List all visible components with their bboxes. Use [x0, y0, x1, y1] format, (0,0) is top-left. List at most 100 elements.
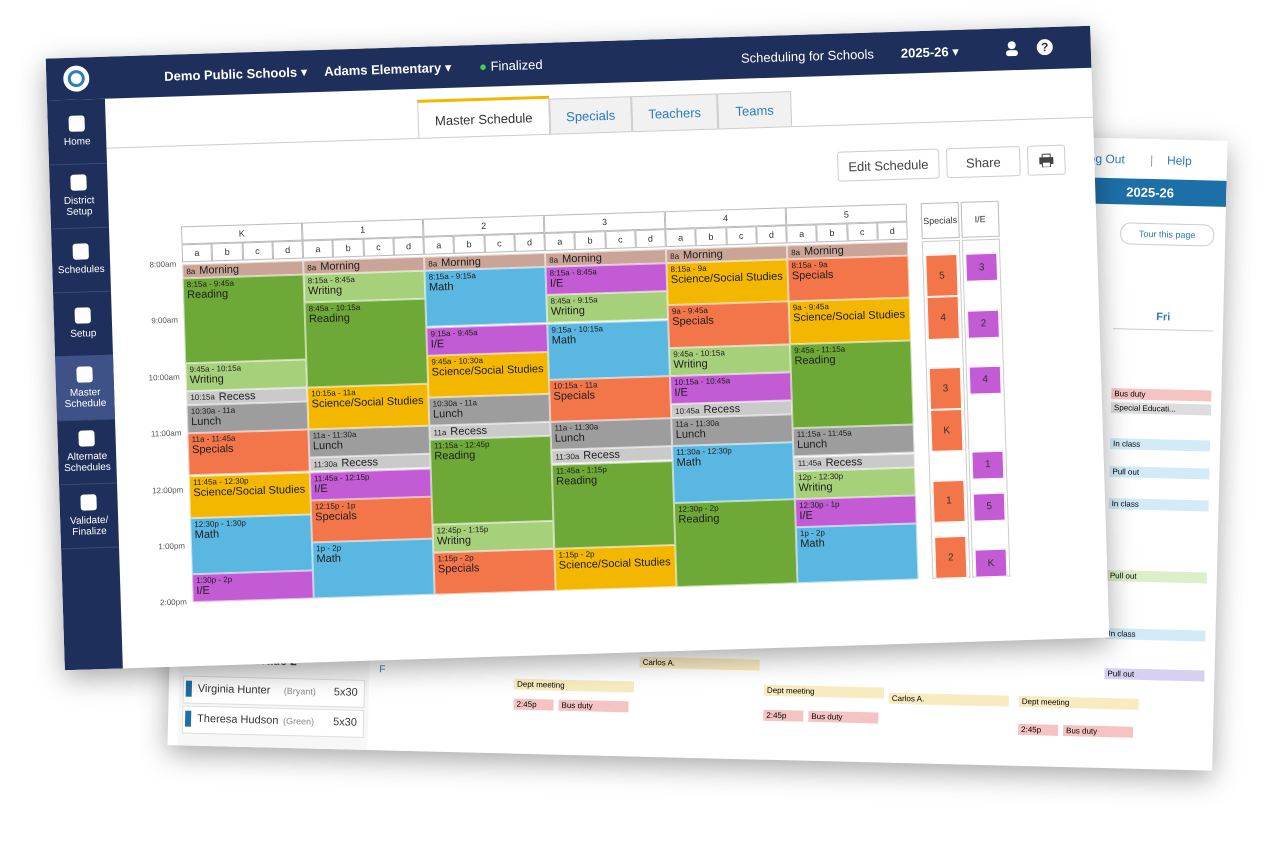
event: Special Educati... — [1110, 402, 1212, 416]
schedule-block[interactable]: 9:45a - 10:15a Writing — [185, 359, 308, 392]
rotation-block[interactable]: K — [930, 409, 964, 453]
schedule-block[interactable]: 8:45a - 9:15a Writing — [546, 291, 669, 324]
schedule-block[interactable]: 1:15p - 2p Specials — [433, 548, 556, 595]
block-subject: Specials — [791, 269, 834, 283]
schedule-block[interactable]: 1:30p - 2p I/E — [191, 570, 314, 603]
schedule-block[interactable]: 9a - 9:45a Science/Social Studies — [788, 297, 911, 345]
schedule-block[interactable]: 11:30a - 12:30p Math — [672, 442, 795, 503]
schedule-block[interactable]: 12:30p - 2p Reading — [673, 499, 798, 588]
block-subject: Math — [800, 537, 825, 551]
print-button[interactable] — [1026, 144, 1066, 176]
schedule-block[interactable]: 11a - 11:30a Lunch — [671, 414, 794, 447]
block-time: 11a — [433, 427, 447, 438]
schedule-block[interactable]: 11a - 11:45a Specials — [187, 429, 310, 476]
rotation-block[interactable]: 4 — [926, 296, 960, 340]
schedule-block[interactable]: 8:15a - 8:45a Writing — [303, 270, 426, 303]
section-header: c — [242, 241, 273, 261]
column-bg — [961, 238, 1011, 579]
teacher-row[interactable]: Virginia Hunter (Bryant) 5x30 — [182, 675, 366, 708]
section-header: b — [695, 227, 727, 247]
section-header: c — [725, 226, 757, 246]
rotation-block[interactable]: 1 — [971, 450, 1005, 480]
section-header: a — [181, 243, 213, 263]
section-header: a — [423, 235, 455, 255]
column-header: I/E — [960, 200, 1000, 238]
teacher-row[interactable]: Theresa Hudson (Green) 5x30 — [181, 705, 365, 738]
rotation-block[interactable]: 3 — [928, 366, 963, 411]
block-time: 11:30a — [313, 459, 338, 470]
schedule-block[interactable]: 12:30p - 1:30p Math — [190, 514, 313, 575]
schedule-block[interactable]: 9a - 9:45a Specials — [667, 301, 790, 348]
schedule-block[interactable]: 8:45a - 10:15a Reading — [304, 299, 429, 388]
schedule-block[interactable]: 9:45a - 10:15a Writing — [669, 344, 791, 376]
schedule-block[interactable]: 11:45a - 12:30p Science/Social Studies — [188, 471, 312, 519]
schedule-block[interactable]: 9:45a - 11:15a Reading — [789, 340, 914, 429]
block-subject: Writing — [307, 284, 343, 298]
schedule-block[interactable]: 9:15a - 10:15a Math — [547, 319, 670, 380]
schedule-block[interactable]: 12:45p - 1:15p Writing — [432, 520, 555, 553]
section-header: a — [665, 228, 697, 248]
event: In class — [1109, 438, 1211, 452]
schedule-block[interactable]: 9:15a - 9:45a I/E — [426, 323, 549, 356]
block-time: 11:30a — [555, 451, 580, 462]
schedule-block[interactable]: 9:45a - 10:30a Science/Social Studies — [427, 351, 550, 398]
rotation-block[interactable]: 2 — [967, 309, 1000, 339]
schedule-block[interactable]: 1p - 2p Math — [311, 538, 435, 599]
schedule-block[interactable]: 11a - 11:30a Lunch — [308, 425, 431, 458]
schedule-block[interactable]: 12:30p - 1p I/E — [794, 495, 917, 528]
rotation-block[interactable]: 5 — [925, 254, 959, 298]
rotation-block[interactable]: 3 — [965, 252, 999, 283]
event: Bus duty — [1062, 725, 1134, 738]
schedule-block[interactable]: 1:15p - 2p Science/Social Studies — [554, 545, 677, 592]
schedule-block[interactable]: 10:15a - 11a Specials — [548, 376, 672, 423]
schedule-block[interactable]: 12:15p - 1p Specials — [310, 496, 433, 543]
section-header: b — [453, 234, 485, 254]
block-subject: Specials — [314, 509, 357, 524]
section-header: d — [514, 232, 545, 252]
block-subject: Recess — [825, 455, 863, 469]
help-icon[interactable]: ? — [1036, 38, 1055, 57]
block-subject: Lunch — [675, 428, 706, 442]
teacher-handle — [185, 680, 193, 697]
rotation-block[interactable]: 1 — [932, 479, 966, 523]
schedule-block[interactable]: 11:45a - 1:15p Reading — [551, 460, 676, 549]
block-subject: Recess — [450, 425, 488, 439]
rotation-block[interactable]: K — [974, 548, 1008, 578]
rotation-block[interactable]: 5 — [972, 492, 1006, 522]
event: 2:45p — [763, 709, 804, 722]
schedule-block[interactable]: 11:15a - 11:45a Lunch — [792, 424, 915, 457]
schedule-block[interactable]: 10:30a - 11a Lunch — [186, 401, 309, 434]
block-subject: Science/Social Studies — [431, 362, 544, 379]
block-time: 8a — [307, 262, 317, 272]
rotation-block[interactable]: 2 — [934, 535, 968, 580]
block-subject: Morning — [320, 259, 361, 274]
block-subject: Lunch — [312, 439, 344, 453]
teacher-name: Virginia Hunter — [197, 682, 271, 697]
tour-button[interactable]: Tour this page — [1119, 222, 1215, 247]
event: 2:45p — [1017, 723, 1059, 736]
section-header: c — [483, 233, 515, 253]
rotation-block[interactable]: 4 — [968, 365, 1002, 395]
block-subject: Math — [316, 552, 342, 566]
user-icon[interactable] — [1004, 40, 1020, 57]
schedule-block[interactable]: 11a - 11:30a Lunch — [550, 418, 673, 451]
help-link[interactable]: Help — [1166, 153, 1192, 168]
section-header: b — [211, 242, 243, 262]
event: In class — [1105, 628, 1206, 642]
schedule-block[interactable]: 8:15a - 8:45a I/E — [545, 263, 668, 296]
schedule-block[interactable]: 1p - 2p Math — [795, 523, 919, 584]
time-label: 9:00am — [151, 315, 179, 326]
section-header: c — [604, 230, 636, 250]
schedule-block[interactable]: 10:15a - 11a Science/Social Studies — [307, 383, 430, 430]
schedule-block[interactable]: 8:15a - 9:45a Reading — [182, 274, 307, 364]
schedule-block[interactable]: 10:30a - 11a Lunch — [428, 393, 551, 426]
section-header: d — [756, 225, 787, 245]
schedule-block[interactable]: 8:15a - 9:15a Math — [424, 267, 548, 328]
schedule-block[interactable]: 10:15a - 10:45a I/E — [669, 372, 792, 405]
schedule-block[interactable]: 11:45a - 12:15p I/E — [309, 468, 432, 501]
schedule-block[interactable]: 8:15a - 9a Science/Social Studies — [666, 259, 789, 306]
block-time: 8a — [790, 247, 801, 257]
schedule-block[interactable]: 11:15a - 12:45p Reading — [429, 436, 554, 525]
schedule-block[interactable]: 8:15a - 9a Specials — [787, 255, 910, 302]
schedule-block[interactable]: 12p - 12:30p Writing — [793, 467, 916, 500]
